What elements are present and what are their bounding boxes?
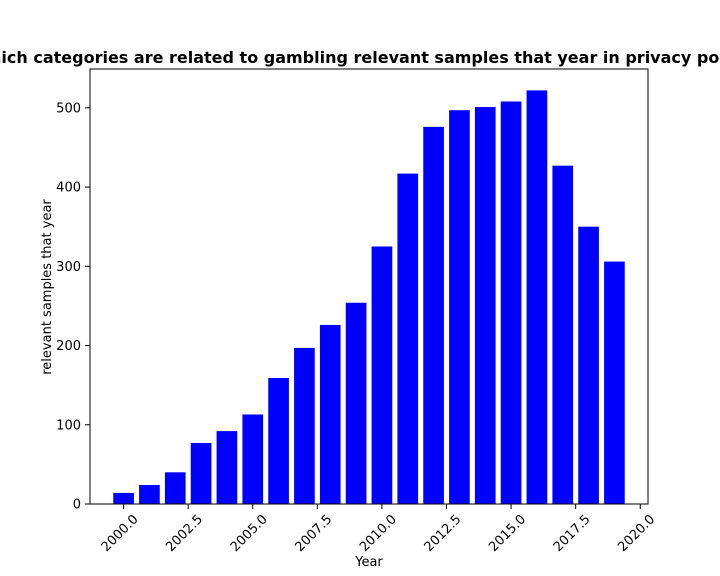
- bar-2018: [578, 226, 599, 504]
- bar-2006: [268, 378, 289, 504]
- bar-2002: [164, 472, 186, 504]
- x-tick-label-2017.5: 2017.5: [551, 512, 594, 555]
- bar-2010: [371, 246, 393, 505]
- bar-2000: [113, 492, 134, 504]
- y-tick-label-0: 0: [73, 498, 81, 513]
- bar-2008: [319, 324, 341, 504]
- x-tick-label-2007.5: 2007.5: [292, 512, 335, 555]
- bars-group: [113, 90, 625, 505]
- bar-2013: [449, 110, 470, 505]
- x-tick-label-2000: 2000.0: [99, 512, 142, 555]
- x-tick-label-2015: 2015.0: [486, 512, 529, 555]
- x-tick-label-2020: 2020.0: [615, 512, 658, 555]
- y-tick-label-200: 200: [56, 339, 81, 354]
- x-tick-label-2002.5: 2002.5: [163, 512, 206, 555]
- bar-2012: [423, 126, 444, 505]
- y-tick-label-300: 300: [56, 260, 81, 275]
- y-tick-label-400: 400: [56, 181, 81, 196]
- bar-2015: [500, 101, 522, 505]
- chart-title: Which categories are related to gambling…: [0, 48, 720, 67]
- bar-2017: [552, 165, 574, 504]
- x-axis-label: Year: [354, 555, 383, 570]
- bar-2001: [139, 484, 160, 504]
- bar-2007: [294, 347, 315, 504]
- bar-2009: [345, 302, 367, 504]
- y-axis-label: relevant samples that year: [40, 199, 55, 375]
- y-tick-label-500: 500: [56, 101, 81, 116]
- bar-2005: [242, 414, 264, 504]
- plot-frame: [89, 68, 649, 505]
- bar-2014: [474, 107, 496, 505]
- x-tick-label-2005: 2005.0: [228, 512, 271, 555]
- x-tick-label-2010: 2010.0: [357, 512, 400, 555]
- y-axis: 0 100 200 300 400 500: [56, 101, 90, 513]
- bar-2003: [190, 442, 212, 504]
- bar-2019: [604, 261, 625, 504]
- x-tick-label-2012.5: 2012.5: [422, 512, 465, 555]
- bar-2004: [216, 431, 238, 504]
- bar-2016: [526, 90, 548, 505]
- y-tick-label-100: 100: [56, 418, 81, 433]
- bar-2011: [397, 173, 419, 505]
- x-axis: 2000.0 2002.5 2005.0 2007.5 2010.0 2012.5 2015…: [99, 504, 658, 555]
